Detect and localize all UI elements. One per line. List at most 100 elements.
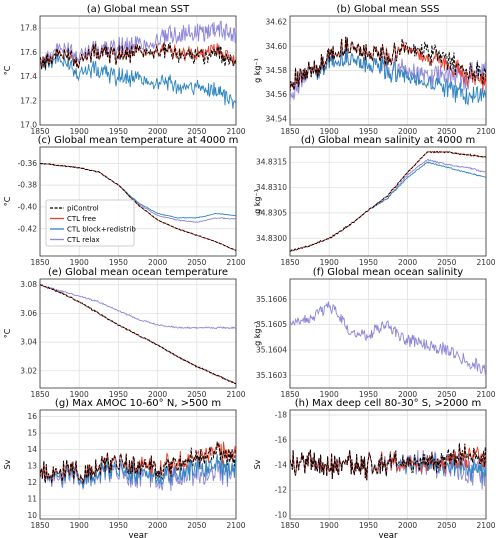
x-tick-label: 1900: [320, 258, 339, 267]
series-line-relax: [290, 158, 486, 252]
panel-c: (c) Global mean temperature at 4000 m -0.…: [3, 135, 246, 267]
y-axis-label: °C: [3, 196, 12, 206]
y-tick-label: 17.2: [20, 96, 37, 105]
x-tick-label: 2100: [476, 390, 495, 399]
series-line-block: [40, 53, 236, 109]
legend-label-free: CTL free: [67, 215, 96, 223]
y-tick-label: -18: [275, 411, 287, 420]
y-tick-label: 15: [27, 429, 37, 438]
x-tick-label: 2000: [398, 390, 417, 399]
plot-frame: [39, 146, 237, 257]
x-tick-label: 2050: [437, 258, 456, 267]
x-tick-label: 2000: [148, 521, 167, 530]
x-tick-label: 2100: [226, 521, 245, 530]
y-axis-label: g kg⁻¹: [253, 189, 262, 214]
legend-label-pic: piControl: [67, 205, 99, 213]
panel-title: (f) Global mean ocean salinity: [313, 267, 463, 278]
plot-frame: [289, 278, 487, 389]
y-tick-label: 16: [27, 412, 37, 421]
x-tick-label: 2100: [226, 127, 245, 136]
panel-title: (a) Global mean SST: [87, 4, 190, 15]
series-line-relax: [40, 20, 236, 69]
x-tick-label: 1850: [30, 258, 49, 267]
y-tick-label: 10: [27, 511, 37, 520]
y-tick-label: 35.1605: [256, 320, 287, 329]
y-tick-label: -14: [275, 461, 287, 470]
legend: piControl CTL free CTL block+redistrib CTL …: [45, 199, 136, 247]
x-tick-label: 2000: [398, 521, 417, 530]
y-tick-label: 3.04: [20, 338, 37, 347]
y-tick-label: -0.42: [18, 224, 38, 233]
x-tick-label: 1850: [280, 521, 299, 530]
panel-b: (b) Global mean SSS 34.54 34.56 34.58 34.60 3…: [253, 4, 496, 136]
x-tick-label: 2100: [476, 127, 495, 136]
x-tick-label: 1950: [109, 390, 128, 399]
x-tick-label: 1850: [30, 521, 49, 530]
y-axis-label: g kg⁻¹: [253, 58, 262, 83]
x-tick-label: 1850: [280, 258, 299, 267]
legend-label-block: CTL block+redistrib: [67, 226, 136, 234]
y-tick-label: 34.62: [266, 18, 288, 27]
y-tick-label: -0.40: [18, 202, 38, 211]
x-tick-label: 1950: [109, 127, 128, 136]
series-line-block: [290, 161, 486, 252]
x-tick-label: 1850: [30, 127, 49, 136]
x-tick-label: 2100: [226, 258, 245, 267]
panel-g: (g) Max AMOC 10-60° N, >500 m 10 11 12 13 14 1…: [3, 398, 246, 538]
x-tick-label: 1850: [30, 390, 49, 399]
y-tick-label: 3.02: [20, 366, 37, 375]
plot-frame: [289, 15, 487, 126]
y-tick-label: 34.58: [266, 66, 288, 75]
x-axis-label: year: [379, 531, 398, 538]
y-axis-label: Sv: [3, 459, 12, 469]
series-line-relax: [290, 301, 486, 375]
x-tick-label: 2050: [187, 521, 206, 530]
x-tick-label: 1950: [359, 521, 378, 530]
x-tick-label: 2100: [226, 390, 245, 399]
x-tick-label: 2050: [187, 127, 206, 136]
x-tick-label: 2050: [187, 390, 206, 399]
panel-title: (h) Max deep cell 80-30° S, >2000 m: [295, 398, 481, 409]
y-axis-label: g kg⁻¹: [253, 321, 262, 346]
panel-title: (d) Global mean salinity at 4000 m: [301, 135, 476, 146]
y-tick-label: 35.1606: [256, 295, 287, 304]
y-tick-label: 17.4: [20, 72, 37, 81]
y-tick-label: 34.8305: [256, 208, 287, 217]
series-line-pic: [40, 162, 236, 251]
series-line-pic: [290, 150, 486, 252]
x-tick-label: 1900: [70, 521, 89, 530]
x-axis-label: year: [129, 531, 148, 538]
series-line-pic: [40, 284, 236, 385]
x-tick-label: 1950: [359, 390, 378, 399]
y-tick-label: 17.0: [20, 121, 37, 130]
y-tick-label: 3.08: [20, 280, 37, 289]
panel-title: (e) Global mean ocean temperature: [48, 267, 228, 278]
panel-a: (a) Global mean SST 17.0 17.2 17.4 17.6 17.8 1…: [3, 4, 246, 136]
x-tick-label: 1900: [70, 390, 89, 399]
y-tick-label: 34.8315: [256, 158, 287, 167]
x-tick-label: 2000: [148, 390, 167, 399]
series-line-free: [40, 43, 236, 69]
plot-frame: [289, 146, 487, 257]
y-tick-label: -16: [275, 436, 287, 445]
x-tick-label: 2050: [437, 127, 456, 136]
series-line-pic: [290, 443, 486, 481]
series-line-pic: [40, 42, 236, 69]
series-line-pic: [290, 36, 486, 93]
y-tick-label: -0.38: [18, 181, 38, 190]
x-tick-label: 2000: [148, 258, 167, 267]
panel-e: (e) Global mean ocean temperature 3.02 3.0…: [3, 267, 246, 399]
y-axis-label: °C: [3, 65, 12, 75]
x-tick-label: 1950: [359, 258, 378, 267]
panel-title: (b) Global mean SSS: [337, 4, 440, 15]
y-tick-label: -12: [275, 486, 287, 495]
panel-f: (f) Global mean ocean salinity 35.1603 35.…: [253, 267, 496, 399]
panel-h: (h) Max deep cell 80-30° S, >2000 m -10 -1…: [253, 398, 496, 538]
y-tick-label: 17.6: [20, 48, 37, 57]
plot-frame: [39, 15, 237, 126]
x-tick-label: 1950: [109, 521, 128, 530]
y-tick-label: 14: [27, 445, 37, 454]
y-tick-label: 11: [27, 495, 37, 504]
y-axis-label: °C: [3, 328, 12, 338]
